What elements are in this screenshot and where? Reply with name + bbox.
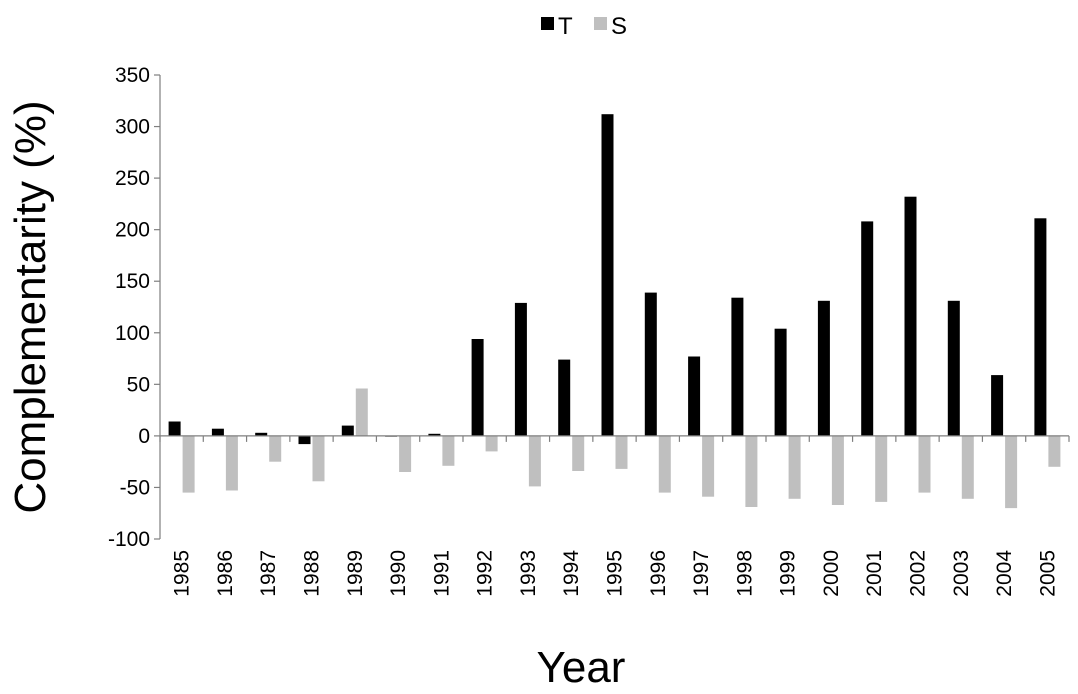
x-tick-label: 2000 <box>820 550 843 597</box>
bar-t-2004 <box>991 375 1004 436</box>
legend-label-t: T <box>558 13 573 40</box>
y-tick-label: 100 <box>115 322 150 345</box>
bar-t-1993 <box>514 302 527 436</box>
x-tick-label: 2003 <box>950 550 973 597</box>
bar-s-1987 <box>269 435 282 462</box>
bar-s-2001 <box>875 435 888 502</box>
bar-t-1996 <box>644 292 657 436</box>
bar-t-2002 <box>904 196 917 436</box>
x-tick-label: 1995 <box>604 550 627 597</box>
y-tick-label: 300 <box>115 116 150 139</box>
bar-s-1993 <box>528 435 541 487</box>
bar-s-2000 <box>831 435 844 505</box>
bar-s-1991 <box>442 435 455 466</box>
x-tick-label: 1987 <box>257 550 280 597</box>
bar-t-1987 <box>255 432 268 436</box>
x-tick-label: 2004 <box>993 550 1016 597</box>
y-tick-label: -50 <box>120 476 150 499</box>
y-tick-label: 250 <box>115 167 150 190</box>
x-tick-labels: 1985 1986 1987 1988 1989 1990 1991 1992 1993 1994… <box>171 550 1060 597</box>
legend-swatch-s <box>594 17 607 30</box>
bar-t-1995 <box>601 114 614 436</box>
axes-group <box>154 74 1070 540</box>
bar-t-1994 <box>558 359 571 436</box>
y-tick-label: -100 <box>108 528 150 551</box>
bar-t-2001 <box>861 221 874 436</box>
x-tick-label: 2001 <box>863 550 886 597</box>
bar-s-1990 <box>399 435 412 472</box>
bar-t-1985 <box>168 421 181 436</box>
x-tick-label: 1996 <box>647 550 670 597</box>
x-tick-label: 1998 <box>733 550 756 597</box>
bar-t-1991 <box>428 433 441 436</box>
bar-s-2003 <box>961 435 974 499</box>
bar-t-1997 <box>688 356 701 436</box>
x-tick-label: 1989 <box>344 550 367 597</box>
x-tick-label: 1999 <box>777 550 800 597</box>
bar-t-1989 <box>341 425 354 436</box>
y-axis-title: Complementarity (%) <box>6 100 55 513</box>
x-tick-label: 1994 <box>560 550 583 597</box>
x-tick-label: 1993 <box>517 550 540 597</box>
bar-t-1986 <box>211 428 224 436</box>
x-tick-label: 1986 <box>214 550 237 597</box>
bar-t-1998 <box>731 297 744 436</box>
bar-s-1996 <box>658 435 671 493</box>
bar-s-1986 <box>225 435 238 491</box>
bar-s-1992 <box>485 435 498 452</box>
legend-label-s: S <box>611 13 627 40</box>
bar-s-1989 <box>355 388 368 436</box>
x-tick-label: 2002 <box>907 550 930 597</box>
bar-s-1988 <box>312 435 325 482</box>
x-tick-label: 1990 <box>387 550 410 597</box>
x-tick-label: 1997 <box>690 550 713 597</box>
x-tick-label: 2005 <box>1036 550 1059 597</box>
bar-s-1997 <box>702 435 715 497</box>
x-tick-label: 1991 <box>430 550 453 597</box>
bar-t-1999 <box>774 328 787 436</box>
bar-s-1999 <box>788 435 801 499</box>
bar-s-1995 <box>615 435 628 469</box>
legend-swatch-t <box>541 17 554 30</box>
bar-s-2002 <box>918 435 931 493</box>
bar-s-2004 <box>1005 435 1018 509</box>
bar-t-1992 <box>471 339 484 436</box>
x-axis-title: Year <box>537 643 626 692</box>
bar-t-2003 <box>947 300 960 436</box>
y-tick-label: 350 <box>115 64 150 87</box>
x-tick-label: 1992 <box>474 550 497 597</box>
bar-s-1994 <box>572 435 585 471</box>
bar-t-1988 <box>298 435 311 445</box>
legend: T S <box>541 13 627 40</box>
y-tick-label: 50 <box>127 373 150 396</box>
y-tick-label: 0 <box>138 425 150 448</box>
bar-s-1985 <box>182 435 195 493</box>
bar-t-2000 <box>817 300 830 436</box>
bar-s-2005 <box>1048 435 1061 467</box>
y-tick-label: 200 <box>115 219 150 242</box>
y-tick-labels: -100 -50 0 50 100 150 200 250 300 350 <box>108 64 150 551</box>
x-tick-label: 1988 <box>301 550 324 597</box>
bars-group <box>168 114 1061 509</box>
bar-t-2005 <box>1034 218 1047 436</box>
bar-s-1998 <box>745 435 758 507</box>
x-tick-label: 1985 <box>171 550 194 597</box>
y-tick-label: 150 <box>115 270 150 293</box>
